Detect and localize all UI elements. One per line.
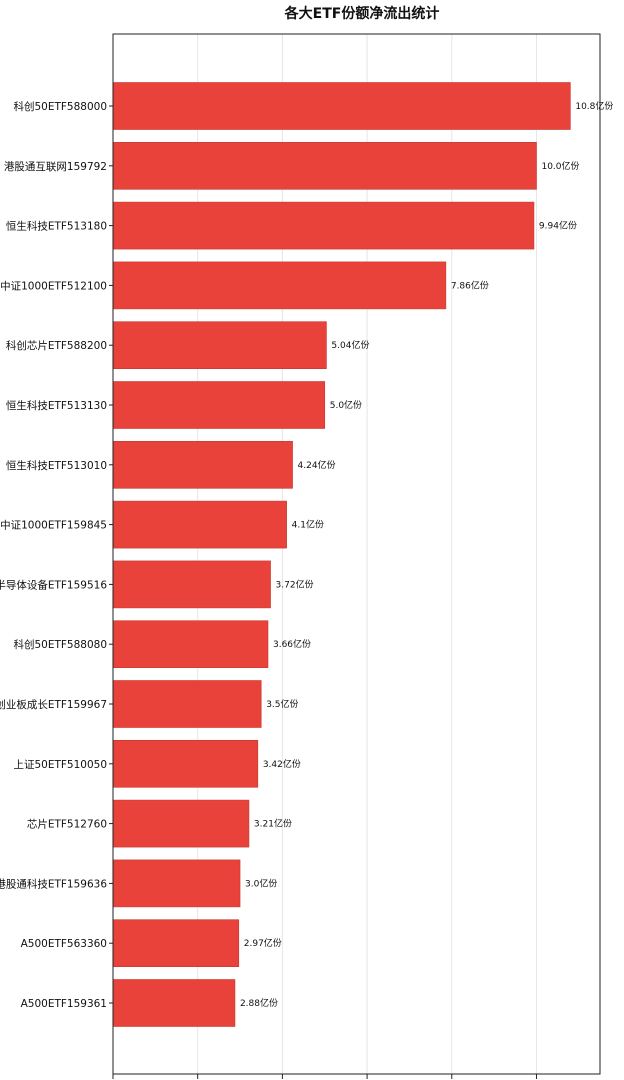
bar-0 [112, 82, 571, 130]
category-label-7: 中证1000ETF159845 [0, 519, 107, 532]
bars [112, 82, 571, 1027]
category-label-0: 科创50ETF588000 [13, 100, 107, 113]
x-axis-ticks [112, 1074, 537, 1079]
value-label-13: 3.0亿份 [245, 877, 277, 889]
bar-5 [112, 381, 326, 429]
value-label-14: 2.97亿份 [244, 937, 282, 949]
value-label-12: 3.21亿份 [254, 818, 292, 830]
bar-4 [112, 321, 327, 370]
bar-15 [112, 979, 236, 1027]
bar-1 [112, 142, 537, 190]
category-label-4: 科创芯片ETF588200 [6, 339, 107, 352]
plot-frame [112, 33, 601, 1075]
grid-lines [197, 34, 537, 1074]
value-label-6: 4.24亿份 [298, 459, 336, 471]
category-label-10: 创业板成长ETF159967 [0, 698, 107, 711]
value-label-7: 4.1亿份 [292, 519, 324, 531]
category-labels: 科创50ETF588000 港股通互联网159792 恒生科技ETF513180 中证… [0, 100, 113, 1010]
value-label-1: 10.0亿份 [541, 160, 579, 172]
value-label-2: 9.94亿份 [539, 220, 577, 232]
value-label-5: 5.0亿份 [330, 399, 362, 411]
category-label-15: A500ETF159361 [21, 998, 107, 1010]
bar-9 [112, 620, 269, 669]
value-label-11: 3.42亿份 [263, 758, 301, 770]
chart-title: 各大ETF份额净流出统计 [284, 5, 440, 22]
value-label-8: 3.72亿份 [276, 578, 314, 590]
category-label-9: 科创50ETF588080 [13, 638, 107, 651]
bar-3 [112, 261, 447, 310]
value-label-4: 5.04亿份 [331, 339, 369, 351]
category-label-13: 港股通科技ETF159636 [0, 877, 107, 890]
category-label-3: 中证1000ETF512100 [0, 279, 107, 292]
bar-7 [112, 500, 287, 549]
bar-12 [112, 799, 250, 848]
bar-2 [112, 201, 535, 250]
bar-13 [112, 859, 241, 908]
value-label-9: 3.66亿份 [273, 638, 311, 650]
bar-14 [112, 919, 240, 968]
category-label-1: 港股通互联网159792 [4, 161, 107, 173]
bar-8 [112, 560, 271, 609]
value-label-3: 7.86亿份 [451, 279, 489, 291]
category-label-11: 上证50ETF510050 [13, 759, 107, 771]
bar-11 [112, 739, 259, 788]
category-label-2: 恒生科技ETF513180 [6, 220, 107, 233]
value-labels: 10.8亿份 10.0亿份 9.94亿份 7.86亿份 5.04亿份 5.0亿份 4.24亿… [240, 100, 613, 1009]
value-label-0: 10.8亿份 [575, 100, 613, 112]
category-label-5: 恒生科技ETF513130 [6, 399, 107, 412]
value-label-10: 3.5亿份 [266, 698, 298, 710]
category-label-6: 恒生科技ETF513010 [6, 459, 107, 472]
category-label-14: A500ETF563360 [21, 938, 107, 950]
value-label-15: 2.88亿份 [240, 997, 278, 1009]
category-label-12: 芯片ETF512760 [27, 818, 107, 831]
bar-10 [112, 680, 262, 728]
bar-6 [112, 440, 293, 489]
category-label-8: 半导体设备ETF159516 [0, 578, 107, 591]
